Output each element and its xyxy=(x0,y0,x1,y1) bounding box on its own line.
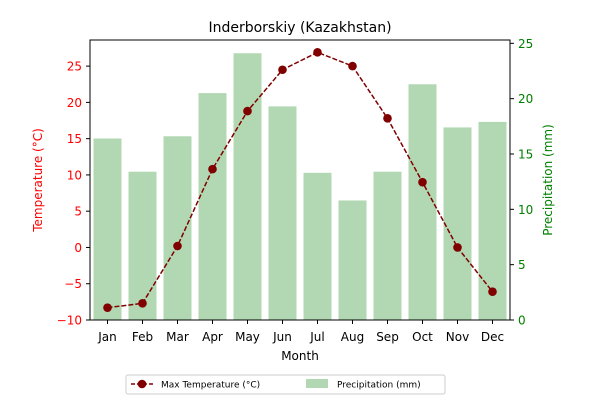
y-right-tick-label: 10 xyxy=(518,203,533,217)
temperature-point xyxy=(313,48,322,57)
precipitation-bar xyxy=(268,106,297,321)
legend-label-temperature: Max Temperature (°C) xyxy=(161,381,260,391)
precipitation-bar xyxy=(338,200,367,320)
y-left-tick-label: 10 xyxy=(67,168,82,182)
precipitation-bars xyxy=(93,53,507,321)
temperature-point xyxy=(453,243,462,252)
x-axis-label: Month xyxy=(281,349,319,363)
x-tick-label: Oct xyxy=(412,330,433,344)
x-tick-label: Jan xyxy=(97,330,117,344)
x-axis: Jan Feb Mar Apr May Jun Jul Aug Sep Oct Nov Dec xyxy=(97,320,504,344)
x-tick-label: Nov xyxy=(446,330,469,344)
y-left-tick-label: 20 xyxy=(67,96,82,110)
y-left-tick-label: 0 xyxy=(74,241,82,255)
temperature-point xyxy=(278,65,287,75)
legend-label-precipitation: Precipitation (mm) xyxy=(337,381,421,391)
x-tick-label: May xyxy=(235,330,260,344)
x-tick-label: Sep xyxy=(376,330,399,344)
legend: Max Temperature (°C) Precipitation (mm) xyxy=(125,374,446,395)
temperature-point xyxy=(488,287,497,297)
precipitation-bar xyxy=(128,171,157,320)
precipitation-bar xyxy=(408,84,437,321)
y-axis-left-label: Temperature (°C) xyxy=(31,128,45,233)
y-right-tick-label: 5 xyxy=(518,258,526,272)
precipitation-bar xyxy=(93,138,122,320)
precipitation-bar xyxy=(478,121,507,321)
y-left-tick-label: 15 xyxy=(67,132,82,146)
y-right-tick-label: 15 xyxy=(518,147,533,161)
y-left-tick-label: −10 xyxy=(57,314,82,328)
legend-marker-icon xyxy=(137,379,147,389)
precipitation-bar xyxy=(198,93,227,321)
temperature-line xyxy=(107,51,494,309)
y-right-tick-label: 25 xyxy=(518,37,533,51)
precipitation-bar xyxy=(233,53,262,320)
y-axis-right-label: Precipitation (mm) xyxy=(541,124,555,236)
temperature-point xyxy=(418,177,427,187)
temperature-point xyxy=(348,61,357,71)
x-tick-label: Feb xyxy=(132,330,153,344)
y-left-tick-label: 5 xyxy=(74,205,82,219)
temperature-point xyxy=(243,106,252,116)
x-tick-label: Jun xyxy=(272,330,292,344)
precipitation-bar xyxy=(303,172,332,320)
y-axis-right: 0 5 10 15 20 25 xyxy=(510,37,533,328)
precipitation-bar xyxy=(443,127,472,321)
y-right-tick-label: 0 xyxy=(518,314,526,328)
x-tick-label: Dec xyxy=(481,330,504,344)
chart-title: Inderborskiy (Kazakhstan) xyxy=(208,20,391,36)
temperature-point xyxy=(103,303,112,312)
x-tick-label: Apr xyxy=(202,330,223,344)
y-left-tick-label: 25 xyxy=(67,60,82,74)
legend-bar-icon xyxy=(306,379,328,388)
y-right-tick-label: 20 xyxy=(518,92,533,106)
x-tick-label: Jul xyxy=(309,330,324,344)
plot-frame xyxy=(89,39,511,321)
temperature-point xyxy=(173,241,182,251)
legend-box xyxy=(125,374,446,395)
precipitation-bar xyxy=(373,171,402,320)
x-tick-label: Mar xyxy=(166,330,189,344)
temperature-point xyxy=(208,164,217,174)
temperature-point xyxy=(383,114,392,123)
temperature-line-layer xyxy=(103,48,497,312)
y-axis-left: −10 −5 0 5 10 15 20 25 xyxy=(57,60,90,328)
y-left-tick-label: −5 xyxy=(64,277,82,291)
x-tick-label: Aug xyxy=(341,330,364,344)
temperature-point xyxy=(138,299,147,308)
precipitation-bar xyxy=(163,136,192,320)
